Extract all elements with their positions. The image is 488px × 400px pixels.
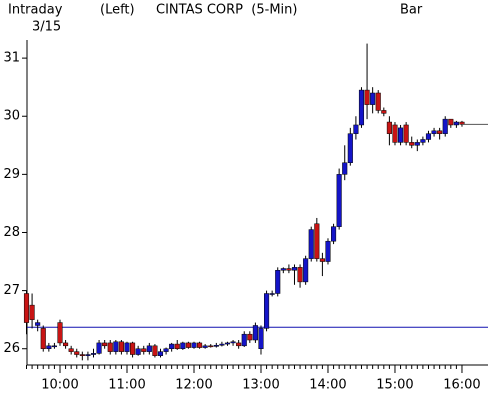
candle-body [241,333,247,347]
candle-body [425,133,432,140]
candle-body [331,226,337,242]
x-tick-label: 10:00 [41,378,78,393]
candle-body [286,268,292,271]
candle-body [35,322,41,326]
style-label: Bar [400,3,423,18]
candle-body [118,341,124,352]
candle-body [191,342,197,348]
candle-body [442,118,448,134]
y-tick-label: 27 [3,283,20,298]
candle-body [314,223,320,259]
candle-body [169,343,175,349]
y-tick-label: 31 [3,51,20,66]
candle-body [420,139,426,143]
candle-body [135,348,141,355]
candle-body [40,328,46,349]
candle-body [280,268,286,271]
candle-body [453,121,459,126]
candle-body [152,345,158,356]
candle-body [23,293,30,323]
candle-body [124,342,130,352]
candle-body [79,354,85,356]
candle-body [29,304,35,320]
candle-body [252,325,258,341]
candle-body [264,293,270,329]
candle-body [370,92,376,105]
candle-body [202,345,208,348]
candle-body [353,124,359,134]
candle-body [347,133,353,163]
candle-body [392,124,398,143]
candle-body [414,142,420,146]
candle-body [185,342,191,348]
candle-body [141,348,147,352]
x-tick-label: 13:00 [242,378,279,393]
candle-body [90,353,97,355]
y-tick-label: 30 [3,109,20,124]
x-tick-label: 11:00 [108,378,145,393]
candle-body [51,345,57,348]
candle-body [157,351,164,356]
x-tick-label: 15:00 [376,378,413,393]
candle-body [96,342,102,354]
candle-body [319,258,325,262]
candle-body [297,267,303,283]
candle-body [437,130,443,134]
candle-body [68,348,74,352]
candle-body [46,345,52,349]
candle-body [180,342,186,349]
candle-body [364,89,370,105]
mode-label: Intraday [8,3,63,18]
candle-body [213,344,219,347]
candle-body [208,345,214,348]
candle-body [230,341,236,344]
chart-title: CINTAS CORP (5-Min) [156,3,297,18]
candle-body [336,174,342,227]
candle-body [386,121,392,134]
candle-body [247,333,253,341]
candle-body [409,142,415,146]
candle-body [236,342,242,347]
candle-body [398,127,404,143]
y-tick-label: 28 [3,225,20,240]
candle-body [258,328,264,349]
date-label: 3/15 [32,20,61,35]
candle-body [130,342,136,355]
candle-body [174,343,180,349]
axis-side: (Left) [100,3,135,18]
candle-body [403,124,409,143]
candle-body [113,341,119,352]
candle-body [197,342,203,348]
y-tick-label: 29 [3,167,20,182]
candle-body [269,293,275,295]
candle-body [291,267,298,271]
x-tick-label: 16:00 [443,378,480,393]
candle-body [219,343,225,346]
candle-body [431,130,437,134]
candle-body [325,240,331,262]
candle-body [375,92,381,111]
candle-body [448,118,454,126]
candle-body [74,351,80,355]
candle-body [358,89,365,126]
candle-body [224,342,231,345]
candle-body [342,162,348,175]
candle-body [57,322,63,344]
candle-body [275,270,281,294]
candle-body [381,110,387,114]
candle-body [303,258,309,283]
x-tick-label: 12:00 [175,378,212,393]
candle-body [308,229,314,259]
y-tick-label: 26 [3,341,20,356]
candle-body [146,345,152,352]
candle-body [85,354,91,356]
candle-body [102,342,108,347]
x-tick-label: 14:00 [309,378,346,393]
candle-body [107,342,113,352]
candle-body [163,348,169,352]
candle-body [63,342,69,347]
